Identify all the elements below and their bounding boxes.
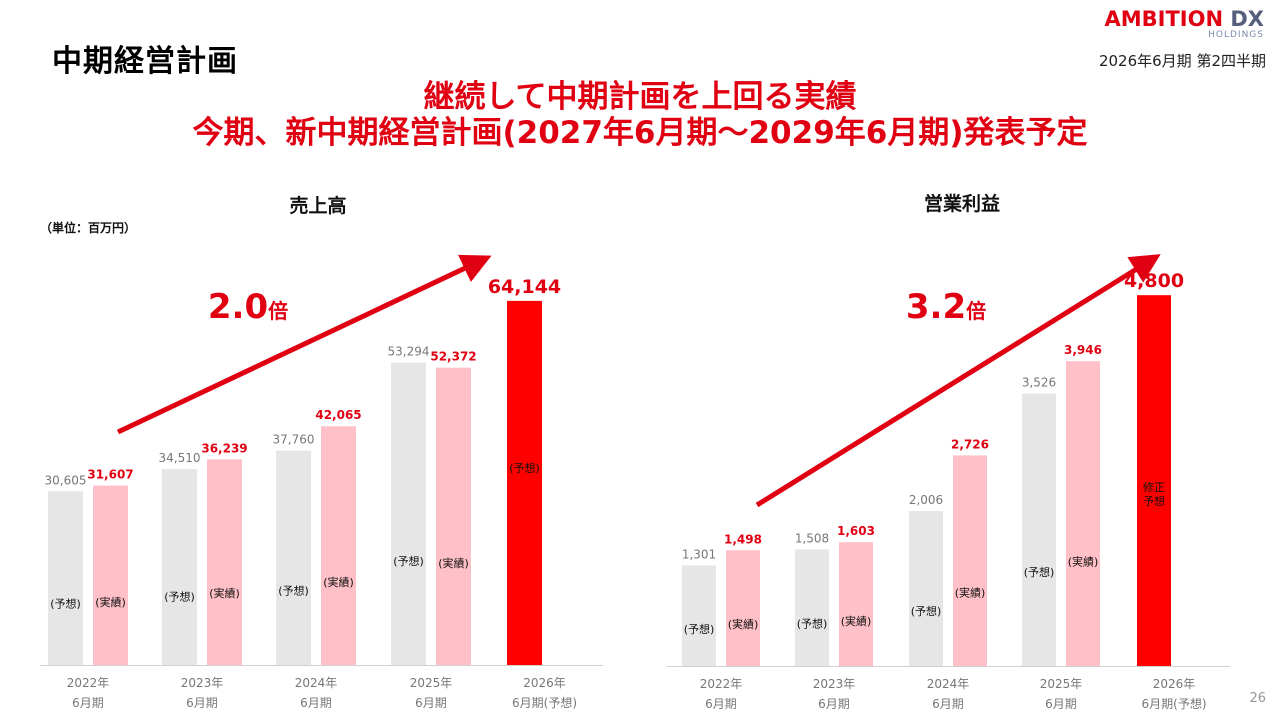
bar-series-label: (実績) — [841, 614, 872, 628]
actual-bar — [839, 542, 873, 666]
category-year-label: 2023年 — [181, 676, 224, 690]
growth-multiplier-suffix: 倍 — [268, 299, 288, 323]
category-month-label: 6月期(予想) — [512, 695, 577, 710]
category-year-label: 2026年 — [1153, 677, 1196, 691]
category-month-label: 6月期 — [932, 697, 964, 711]
forecast-value-label: 1,508 — [795, 531, 829, 545]
forecast-bar — [162, 469, 197, 665]
forecast-value-label: 3,526 — [1022, 376, 1056, 390]
bar-series-label: (予想) — [911, 604, 942, 618]
bar-series-label: (予想) — [278, 583, 309, 597]
company-logo: AMBITION DX HOLDINGS — [1105, 8, 1264, 40]
growth-arrow — [116, 254, 492, 435]
operating-profit-chart: 営業利益 1,301 (予想) 1,498 (実績) 2022年 6月期 1,508 (予想) 1… — [667, 192, 1230, 711]
bar-series-label: (予想) — [50, 597, 81, 611]
actual-bar — [1066, 361, 1100, 666]
bar-series-label: (実績) — [95, 595, 126, 609]
forecast-bar — [1022, 393, 1056, 666]
actual-value-label: 52,372 — [430, 350, 476, 364]
sales-chart: 売上高 （単位：百万円） 30,605 (予想) 31,607 (実績) 2022年 6月期 3… — [40, 194, 603, 710]
growth-arrow — [755, 254, 1161, 508]
category-year-label: 2024年 — [295, 676, 338, 690]
logo-dx: DX — [1230, 7, 1264, 31]
forecast-bar — [909, 511, 943, 666]
bar-series-label: (実績) — [209, 586, 240, 600]
category-year-label: 2025年 — [1040, 677, 1083, 691]
actual-bar — [953, 455, 987, 666]
bar-series-label: (予想) — [797, 617, 828, 631]
logo-holdings: HOLDINGS — [1208, 30, 1264, 40]
bar-series-label: (予想) — [684, 622, 715, 636]
chart-title: 営業利益 — [924, 192, 1000, 215]
headline-line-1: 継続して中期計画を上回る実績 — [423, 79, 857, 115]
category-year-label: 2024年 — [927, 677, 970, 691]
forecast-value-label: 30,605 — [45, 473, 87, 487]
unit-label: （単位：百万円） — [40, 220, 136, 235]
forecast-bar — [391, 362, 426, 665]
actual-bar — [436, 367, 471, 665]
bar-series-label: 修正予想 — [1143, 480, 1165, 508]
logo-wordmark: AMBITION DX — [1105, 8, 1264, 30]
forecast-bar — [795, 549, 829, 666]
actual-value-label: 2,726 — [951, 437, 989, 451]
actual-bar — [321, 426, 356, 665]
highlight-bar — [507, 300, 542, 665]
headline-line-2: 今期、新中期経営計画(2027年6月期～2029年6月期)発表予定 — [192, 115, 1088, 151]
logo-ambition: AMBITION — [1104, 7, 1224, 31]
actual-bar — [726, 550, 760, 666]
bar-series-label: (実績) — [955, 586, 986, 600]
forecast-value-label: 34,510 — [159, 451, 201, 465]
category-month-label: 6月期 — [186, 696, 218, 710]
category-month-label: 6月期 — [705, 697, 737, 711]
forecast-value-label: 53,294 — [388, 344, 430, 358]
category-year-label: 2023年 — [813, 677, 856, 691]
forecast-bar — [682, 565, 716, 666]
category-month-label: 6月期 — [415, 696, 447, 710]
highlight-value-label: 64,144 — [488, 276, 561, 298]
growth-multiplier-value: 3.2 — [906, 287, 966, 327]
bar-series-label: (予想) — [393, 554, 424, 568]
category-year-label: 2022年 — [67, 676, 110, 690]
actual-value-label: 36,239 — [201, 441, 247, 455]
forecast-bar — [48, 491, 83, 665]
bar-series-label: (実績) — [1068, 554, 1099, 568]
growth-multiplier-value: 2.0 — [208, 287, 268, 327]
category-year-label: 2025年 — [410, 676, 453, 690]
category-month-label: 6月期 — [1045, 697, 1077, 711]
chart-title: 売上高 — [289, 194, 346, 217]
actual-bar — [93, 485, 128, 665]
actual-value-label: 3,946 — [1064, 343, 1102, 357]
bar-series-label: (予想) — [1024, 565, 1055, 579]
growth-multiplier: 2.0倍 — [208, 287, 288, 327]
category-month-label: 6月期 — [72, 696, 104, 710]
fiscal-period: 2026年6月期 第2四半期 — [1098, 52, 1266, 70]
forecast-value-label: 2,006 — [909, 493, 943, 507]
bar-series-label: (予想) — [164, 589, 195, 603]
page-title: 中期経営計画 — [52, 44, 238, 79]
bar-series-label: (実績) — [728, 617, 759, 631]
category-month-label: 6月期 — [818, 697, 850, 711]
category-year-label: 2022年 — [700, 677, 743, 691]
growth-multiplier: 3.2倍 — [906, 287, 986, 327]
actual-value-label: 31,607 — [87, 468, 133, 482]
category-year-label: 2026年 — [523, 676, 566, 690]
actual-bar — [207, 459, 242, 665]
bar-series-label: (予想) — [509, 461, 540, 475]
forecast-value-label: 37,760 — [273, 433, 315, 447]
growth-multiplier-suffix: 倍 — [966, 299, 986, 323]
category-month-label: 6月期(予想) — [1142, 696, 1207, 711]
page-number: 26 — [1249, 691, 1266, 706]
actual-value-label: 1,498 — [724, 532, 762, 546]
bar-series-label: (実績) — [323, 575, 354, 589]
actual-value-label: 1,603 — [837, 524, 875, 538]
forecast-bar — [276, 450, 311, 665]
bar-series-label: (実績) — [438, 556, 469, 570]
highlight-bar — [1137, 295, 1171, 666]
actual-value-label: 42,065 — [315, 408, 361, 422]
category-month-label: 6月期 — [300, 696, 332, 710]
forecast-value-label: 1,301 — [682, 547, 716, 561]
